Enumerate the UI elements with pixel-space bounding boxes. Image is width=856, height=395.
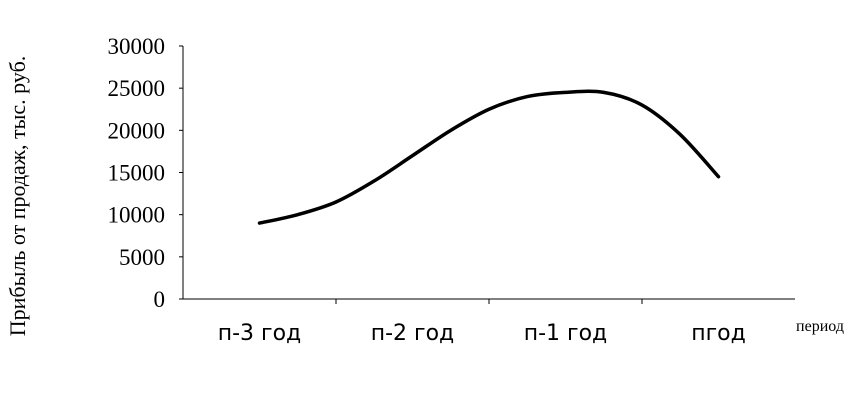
x-ticks: п-3 год п-2 год п-1 год пгод xyxy=(218,299,746,346)
y-tick-label: 20000 xyxy=(108,118,166,143)
y-tick-label: 30000 xyxy=(108,34,166,59)
y-tick-label: 10000 xyxy=(108,203,166,228)
x-tick-label: п-1 год xyxy=(524,321,608,346)
y-tick-label: 0 xyxy=(154,287,166,312)
y-axis-label: Прибыль от продаж, тыс. руб. xyxy=(5,56,30,337)
x-tick-label: пгод xyxy=(691,321,746,346)
profit-line xyxy=(257,89,721,225)
y-tick-label: 25000 xyxy=(108,76,166,101)
x-axis-title: период xyxy=(796,318,844,335)
y-ticks: 0 5000 10000 15000 20000 25000 30000 xyxy=(108,34,183,312)
x-tick-label: п-2 год xyxy=(371,321,455,346)
series-layer xyxy=(257,89,721,225)
y-tick-label: 15000 xyxy=(108,161,166,186)
axes xyxy=(182,46,795,300)
x-tick-label: п-3 год xyxy=(218,321,302,346)
y-tick-label: 5000 xyxy=(119,245,165,270)
